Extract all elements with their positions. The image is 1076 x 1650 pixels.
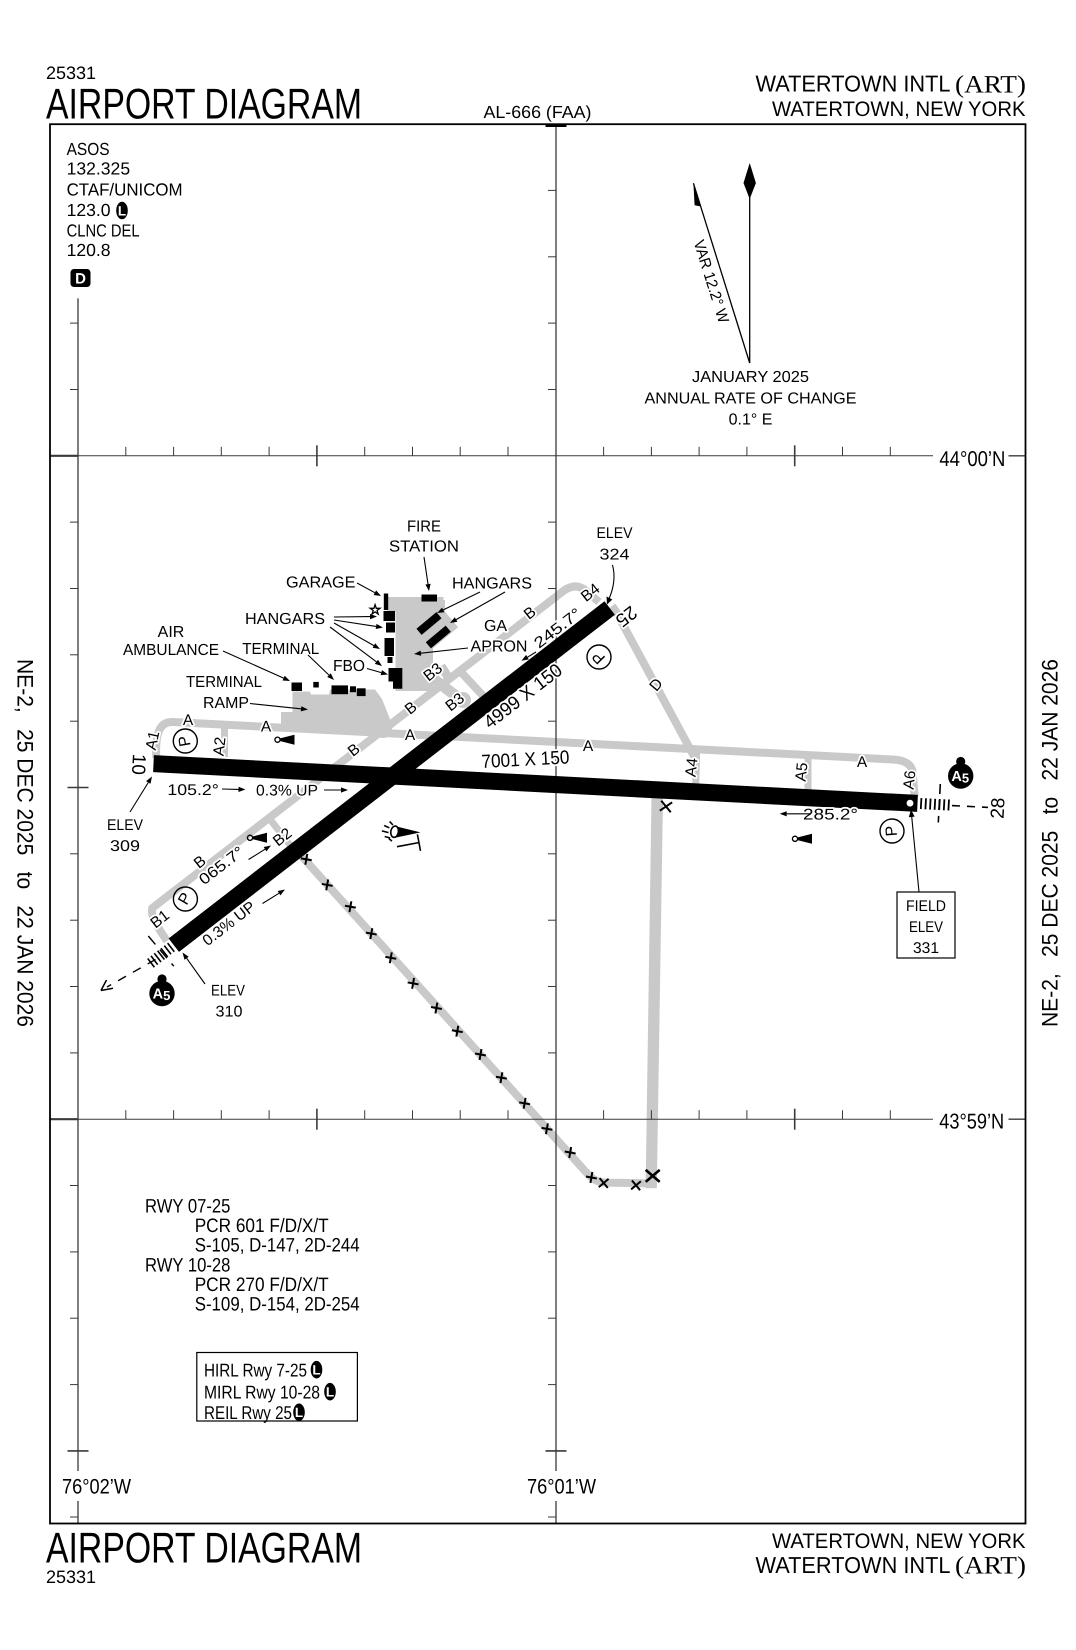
svg-text:TERMINAL: TERMINAL — [242, 641, 319, 658]
svg-text:S-105, D-147, 2D-244: S-105, D-147, 2D-244 — [195, 1235, 360, 1257]
svg-text:WATERTOWN, NEW YORK: WATERTOWN, NEW YORK — [772, 1530, 1026, 1553]
svg-text:RAMP: RAMP — [203, 695, 249, 712]
svg-text:P: P — [883, 825, 901, 837]
svg-text:43°59’N: 43°59’N — [939, 1109, 1004, 1133]
svg-text:RWY 10-28: RWY 10-28 — [145, 1254, 230, 1276]
svg-text:FIELD: FIELD — [906, 898, 946, 915]
svg-text:A: A — [261, 718, 272, 735]
svg-text:76°02’W: 76°02’W — [62, 1476, 131, 1499]
svg-text:25331: 25331 — [46, 63, 96, 83]
svg-text:STATION: STATION — [389, 539, 459, 556]
svg-text:132.325: 132.325 — [67, 159, 131, 179]
svg-text:123.0: 123.0 — [67, 200, 111, 220]
svg-text:PCR 601 F/D/X/T: PCR 601 F/D/X/T — [195, 1215, 329, 1237]
svg-text:AL-666 (FAA): AL-666 (FAA) — [484, 102, 592, 122]
svg-text:A2: A2 — [211, 736, 230, 757]
svg-text:76°01’W: 76°01’W — [527, 1476, 596, 1499]
svg-text:S-109, D-154, 2D-254: S-109, D-154, 2D-254 — [195, 1294, 360, 1316]
svg-text:HIRL Rwy 7-25: HIRL Rwy 7-25 — [204, 1359, 307, 1380]
svg-text:331: 331 — [913, 940, 939, 957]
svg-text:310: 310 — [216, 1004, 243, 1021]
svg-text:0.1° E: 0.1° E — [729, 411, 773, 428]
svg-text:(ART): (ART) — [955, 71, 1026, 98]
svg-text:WATERTOWN, NEW YORK: WATERTOWN, NEW YORK — [772, 98, 1026, 121]
svg-text:L: L — [295, 1405, 303, 1420]
svg-text:A5: A5 — [951, 769, 969, 786]
svg-text:A: A — [405, 727, 416, 744]
svg-text:REIL Rwy 25: REIL Rwy 25 — [204, 1402, 292, 1423]
svg-text:L: L — [118, 204, 126, 219]
svg-text:AIRPORT DIAGRAM: AIRPORT DIAGRAM — [46, 1525, 362, 1573]
svg-text:D: D — [75, 271, 86, 288]
svg-text:10: 10 — [127, 753, 149, 775]
svg-text:0.3% UP: 0.3% UP — [256, 783, 318, 800]
svg-text:TERMINAL: TERMINAL — [186, 674, 262, 691]
svg-text:CLNC DEL: CLNC DEL — [67, 221, 140, 241]
svg-text:GA: GA — [484, 618, 507, 635]
svg-text:ASOS: ASOS — [67, 139, 110, 159]
svg-text:ELEV: ELEV — [597, 525, 634, 542]
svg-text:ELEV: ELEV — [909, 919, 944, 936]
svg-text:28: 28 — [987, 797, 1009, 819]
svg-text:FBO: FBO — [333, 658, 365, 675]
svg-text:FIRE: FIRE — [407, 519, 441, 536]
svg-text:JANUARY 2025: JANUARY 2025 — [692, 369, 809, 386]
svg-text:44°00’N: 44°00’N — [939, 447, 1005, 471]
svg-text:A4: A4 — [683, 757, 702, 778]
svg-text:A5: A5 — [153, 987, 171, 1004]
svg-text:ELEV: ELEV — [211, 983, 246, 1000]
svg-text:PCR 270 F/D/X/T: PCR 270 F/D/X/T — [195, 1274, 329, 1296]
svg-text:L: L — [326, 1385, 334, 1400]
svg-text:WATERTOWN INTL: WATERTOWN INTL — [756, 1552, 951, 1578]
svg-text:324: 324 — [600, 547, 630, 564]
svg-text:(ART): (ART) — [955, 1552, 1026, 1579]
svg-text:285.2°: 285.2° — [803, 807, 858, 824]
svg-text:NE-2, 25 DEC 2025 to 22 JAN: NE-2, 25 DEC 2025 to 22 JAN 2026 — [1038, 659, 1063, 1027]
svg-text:ANNUAL RATE OF CHANGE: ANNUAL RATE OF CHANGE — [645, 390, 857, 407]
svg-text:MIRL Rwy 10-28: MIRL Rwy 10-28 — [204, 1381, 320, 1402]
svg-text:ELEV: ELEV — [107, 817, 144, 834]
svg-text:A: A — [183, 712, 194, 729]
svg-text:RWY 07-25: RWY 07-25 — [145, 1196, 231, 1218]
svg-text:120.8: 120.8 — [67, 240, 111, 260]
svg-text:A6: A6 — [901, 770, 920, 791]
svg-text:AIR: AIR — [158, 624, 185, 641]
svg-text:A: A — [857, 754, 868, 771]
svg-text:25331: 25331 — [46, 1567, 96, 1587]
svg-text:NE-2, 25 DEC 2025 to 22 JAN: NE-2, 25 DEC 2025 to 22 JAN 2026 — [13, 659, 38, 1027]
svg-text:309: 309 — [110, 838, 140, 855]
svg-text:APRON: APRON — [471, 639, 528, 656]
svg-text:CTAF/UNICOM: CTAF/UNICOM — [67, 179, 183, 199]
svg-text:A5: A5 — [793, 762, 812, 783]
svg-text:AIRPORT DIAGRAM: AIRPORT DIAGRAM — [46, 81, 362, 129]
svg-text:L: L — [312, 1363, 320, 1378]
svg-text:WATERTOWN INTL: WATERTOWN INTL — [756, 71, 951, 97]
svg-text:HANGARS: HANGARS — [245, 611, 325, 628]
svg-text:HANGARS: HANGARS — [452, 576, 532, 593]
svg-text:A: A — [583, 738, 594, 755]
svg-text:105.2°: 105.2° — [167, 782, 219, 799]
svg-text:AMBULANCE: AMBULANCE — [123, 642, 219, 659]
svg-text:GARAGE: GARAGE — [286, 575, 356, 592]
svg-text:P: P — [176, 734, 195, 747]
